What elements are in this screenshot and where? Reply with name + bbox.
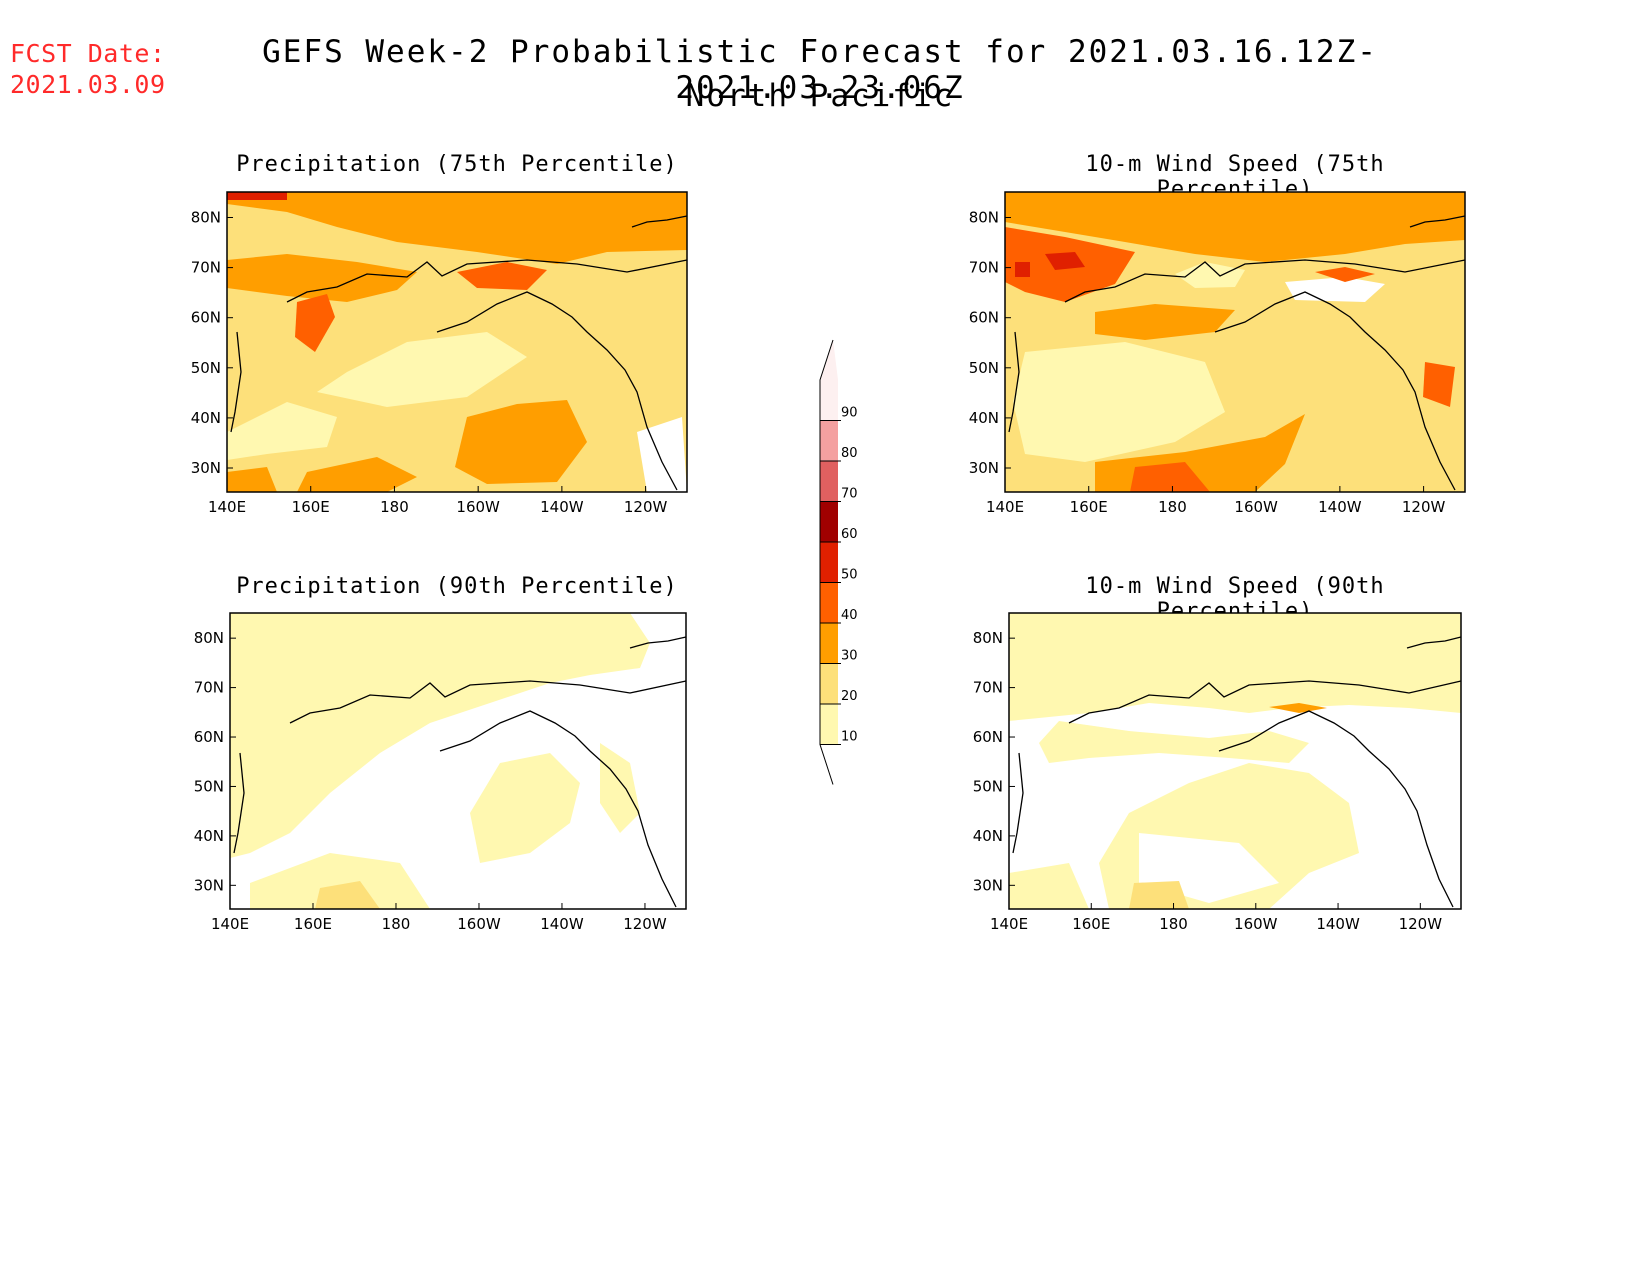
lat-label: 70N	[191, 259, 221, 277]
lat-label: 50N	[969, 359, 999, 377]
lat-label: 40N	[194, 827, 224, 845]
lat-label: 30N	[969, 459, 999, 477]
panel-title-precip75: Precipitation (75th Percentile)	[236, 152, 678, 177]
map-precip75: 140E 160E 180 160W 140W 120W 80N 70N 60N 50N 40N 30…	[191, 191, 688, 516]
lat-label: 60N	[969, 309, 999, 327]
colorbar-segment	[820, 582, 838, 623]
colorbar-label: 50	[841, 568, 858, 583]
lon-label: 180	[1159, 915, 1188, 933]
colorbar-top-arrow	[820, 340, 838, 380]
lon-label: 140W	[1318, 498, 1362, 516]
lat-label: 50N	[194, 777, 224, 795]
lat-label: 50N	[191, 359, 221, 377]
lat-label: 40N	[973, 827, 1003, 845]
lon-label: 140W	[540, 498, 584, 516]
lon-label: 120W	[624, 498, 668, 516]
lon-label: 160W	[457, 915, 501, 933]
lat-label: 70N	[969, 259, 999, 277]
lat-label: 50N	[973, 777, 1003, 795]
forecast-date-value: 2021.03.09	[10, 70, 166, 99]
colorbar-segment	[820, 501, 838, 542]
lat-label: 80N	[969, 209, 999, 227]
panel-title-precip90: Precipitation (90th Percentile)	[236, 574, 678, 599]
lon-label: 180	[382, 915, 411, 933]
lon-label: 160E	[292, 498, 330, 516]
colorbar-segment	[820, 663, 838, 704]
lat-label: 30N	[191, 459, 221, 477]
lat-label: 60N	[191, 309, 221, 327]
lon-label: 140E	[986, 498, 1024, 516]
colorbar-segment	[820, 461, 838, 502]
colorbar-label: 90	[841, 406, 858, 421]
lon-label: 140E	[990, 915, 1028, 933]
lat-label: 60N	[194, 728, 224, 746]
lon-label: 140W	[1316, 915, 1360, 933]
forecast-date-label: FCST Date:	[10, 39, 166, 68]
lat-label: 80N	[191, 209, 221, 227]
map-precip90: 140E 160E 180 160W 140W 120W 80N 70N 60N 50N 40N 30…	[194, 612, 687, 933]
lat-label: 80N	[194, 629, 224, 647]
colorbar-label: 30	[841, 649, 858, 664]
lon-label: 140E	[208, 498, 246, 516]
colorbar-label: 10	[841, 730, 858, 745]
forecast-date: FCST Date: 2021.03.09	[10, 38, 166, 100]
lon-label: 180	[1158, 498, 1187, 516]
lon-label: 120W	[1402, 498, 1446, 516]
lon-label: 160W	[1234, 915, 1278, 933]
lat-label: 60N	[973, 728, 1003, 746]
lon-label: 180	[380, 498, 409, 516]
colorbar-segment	[820, 380, 838, 421]
colorbar-label: 70	[841, 487, 858, 502]
lat-label: 40N	[969, 409, 999, 427]
lon-label: 160W	[456, 498, 500, 516]
lat-label: 70N	[194, 679, 224, 697]
lon-label: 160E	[1070, 498, 1108, 516]
colorbar-outline	[819, 339, 834, 785]
colorbar-segment	[820, 704, 838, 745]
lon-label: 140W	[540, 915, 584, 933]
lat-label: 80N	[973, 629, 1003, 647]
panel-title-wind90: 10-m Wind Speed (90th Percentile)	[1085, 574, 1385, 624]
lon-label: 140E	[211, 915, 249, 933]
lon-label: 160E	[294, 915, 332, 933]
map-wind90: 140E 160E 180 160W 140W 120W 80N 70N 60N 50N 40N 30…	[973, 612, 1462, 933]
main-title: GEFS Week-2 Probabilistic Forecast for 2…	[262, 34, 1378, 106]
colorbar: 90 80 70 60 50 40 30 20 10	[819, 339, 858, 785]
lat-label: 70N	[973, 679, 1003, 697]
colorbar-segment	[820, 623, 838, 664]
colorbar-label: 80	[841, 446, 858, 461]
colorbar-label: 60	[841, 527, 858, 542]
lon-label: 160E	[1072, 915, 1110, 933]
lon-label: 120W	[623, 915, 667, 933]
map-wind75: 140E 160E 180 160W 140W 120W 80N 70N 60N 50N 40N 30…	[969, 191, 1466, 516]
lat-label: 30N	[194, 876, 224, 894]
colorbar-label: 40	[841, 608, 858, 623]
colorbar-label: 20	[841, 689, 858, 704]
lon-label: 160W	[1234, 498, 1278, 516]
colorbar-segment	[820, 420, 838, 461]
colorbar-segment	[820, 542, 838, 583]
lat-label: 30N	[973, 876, 1003, 894]
region-subtitle: North Pacific	[685, 78, 955, 114]
lon-label: 120W	[1399, 915, 1443, 933]
lat-label: 40N	[191, 409, 221, 427]
colorbar-bottom-arrow	[820, 744, 838, 785]
